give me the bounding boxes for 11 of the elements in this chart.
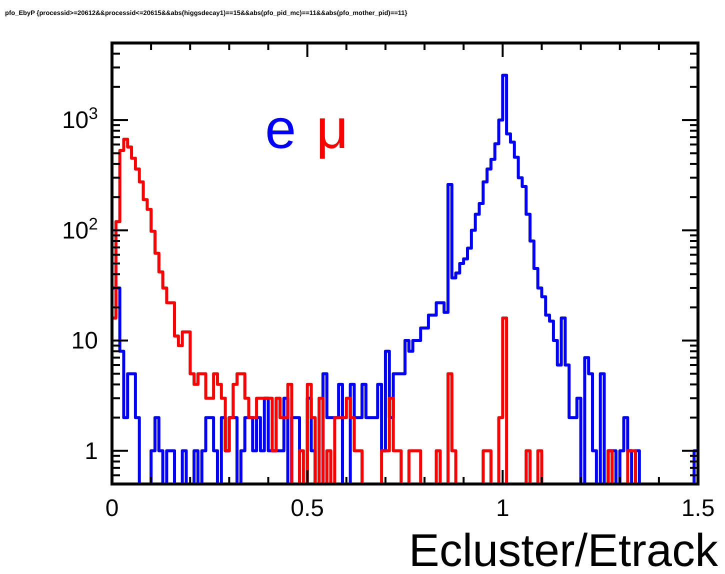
- x-tick-label: 0.5: [290, 495, 324, 522]
- x-tick-label: 1: [496, 495, 510, 522]
- y-tick-label: 10: [71, 328, 98, 355]
- x-tick-label: 1.5: [681, 495, 715, 522]
- y-tick-label: 10$^{3}$: [62, 104, 98, 134]
- x-axis-title: Ecluster/Etrack: [408, 524, 719, 574]
- x-tick-label: 0: [105, 495, 119, 522]
- text: μ: [316, 97, 348, 160]
- text: e: [265, 97, 296, 160]
- y-tick-label: 1: [84, 438, 98, 465]
- y-tick-label: 10$^{2}$: [62, 214, 98, 244]
